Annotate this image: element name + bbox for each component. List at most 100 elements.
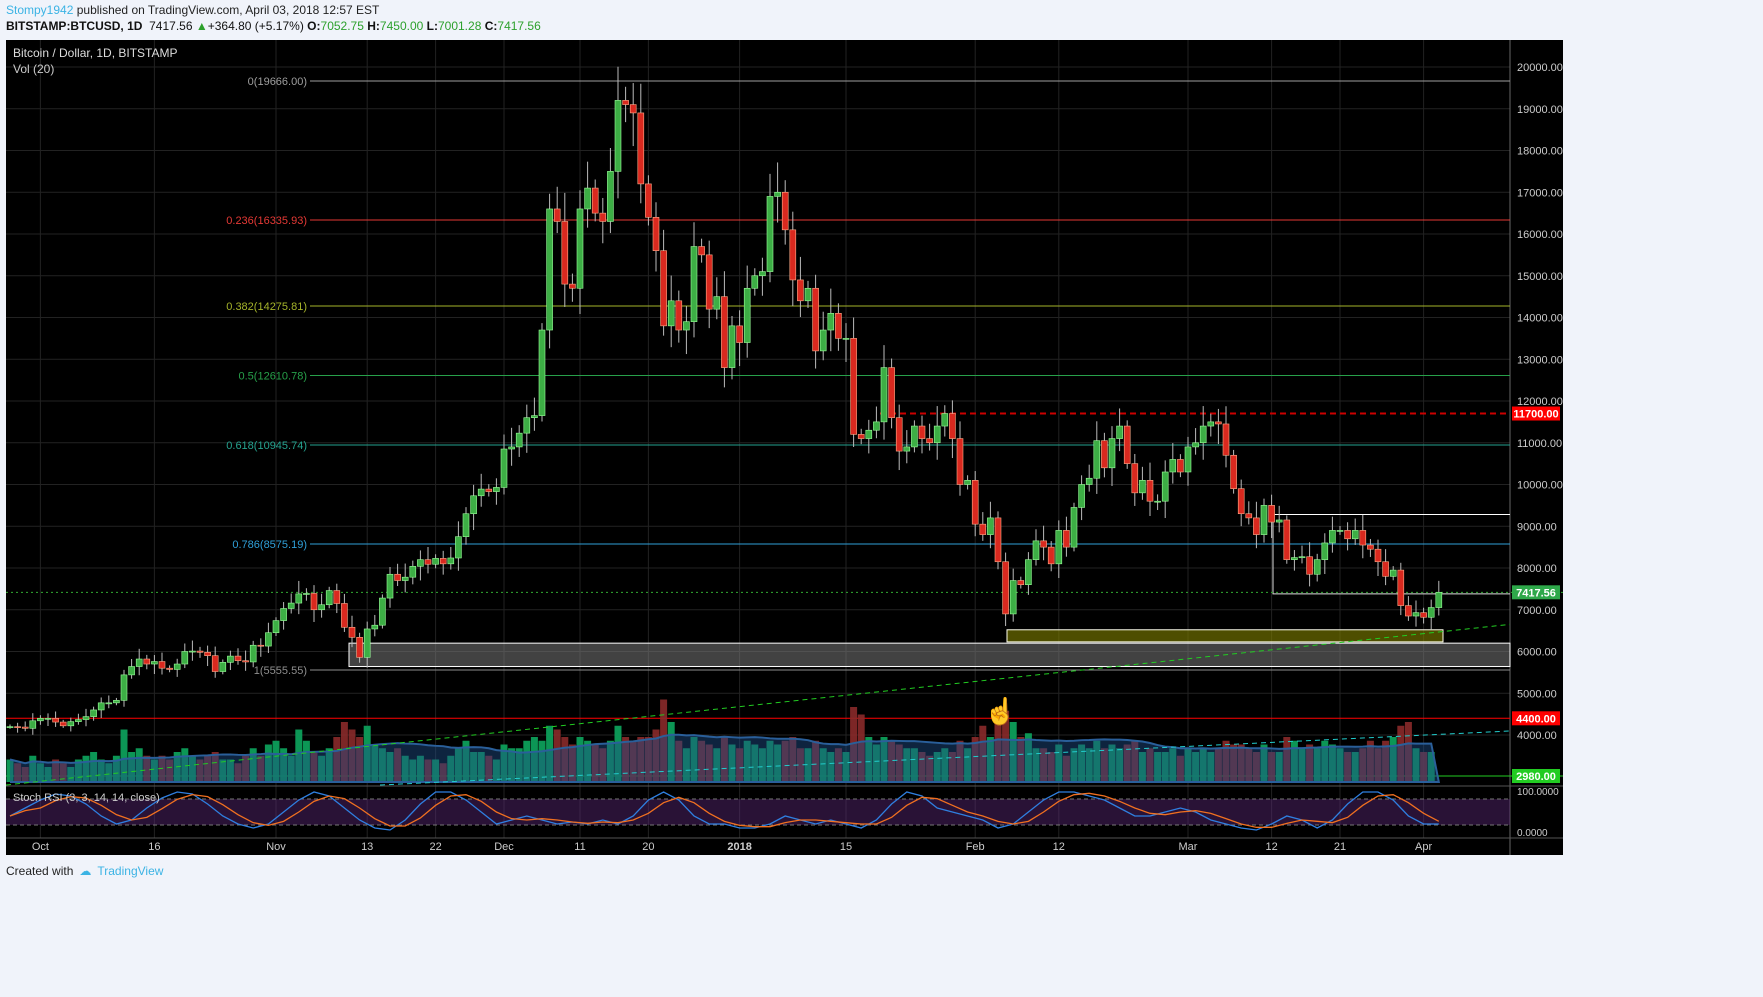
volume-bar [52,759,60,782]
stoch-k-line [9,791,1439,831]
volume-bar [766,740,774,782]
stoch-rsi-label: Stoch RSI (3, 3, 14, 14, close) [13,792,160,804]
candle [895,417,903,452]
volume-bar [424,759,432,782]
volume-bar [796,748,804,782]
x-tick-label: 22 [429,841,441,853]
volume-bar [447,755,455,782]
volume-bar [758,748,766,782]
volume-bar [1268,752,1276,782]
x-tick-label: 2018 [727,841,751,853]
candle [1230,454,1237,489]
volume-bar [128,752,136,782]
candle [584,187,591,210]
candle [211,655,219,672]
range-box [1272,514,1510,595]
candle [531,415,538,418]
volume-bar [120,729,128,782]
candle [819,329,827,352]
candle [401,576,409,581]
rsi-axis-label: 100.0000 [1517,787,1559,798]
volume-bar [964,748,972,782]
price-label: 2980.00 [1516,771,1556,783]
tradingview-link[interactable]: TradingView [97,864,164,878]
volume-bar [97,759,105,782]
candle [1131,463,1139,494]
volume-bar [242,755,250,782]
volume-bar [1078,744,1086,782]
volume-bar [1321,740,1329,782]
volume-bar [1214,748,1222,782]
volume-bar [356,737,364,782]
candle [1199,425,1207,444]
candle [1192,442,1199,448]
candle [918,425,926,439]
candle [1405,605,1412,617]
volume-bar [1252,752,1260,782]
candle [37,717,44,722]
candle [493,487,500,492]
tradingview-logo-icon: ☁ [79,864,92,878]
volume-bar [378,748,386,782]
close-value: 7417.56 [497,19,541,33]
fib-level-label: 0.5(12610.78) [239,370,308,382]
volume-bar [1116,748,1124,782]
candle [1078,484,1085,508]
created-with: Created with [6,864,74,878]
volume-bar [280,748,288,782]
volume-bar [44,767,52,782]
volume-bar [698,740,706,782]
volume-bar [219,759,227,782]
volume-bar [386,752,394,782]
candle [75,719,82,722]
volume-bar [249,748,257,782]
candle [1093,440,1101,479]
candle [265,632,272,647]
volume-bar [1290,740,1298,782]
volume-bar [394,748,402,782]
candle [1032,540,1040,560]
candle [1382,561,1389,577]
volume-bar [1154,752,1162,782]
candle [439,558,447,565]
stoch-d-line [9,792,1440,828]
x-tick-label: 11 [574,841,585,853]
price-label-badge [1512,711,1560,726]
candle [310,593,318,611]
volume-bar [842,752,850,782]
x-tick-label: Apr [1415,841,1432,853]
x-tick-label: 15 [840,841,852,853]
volume-bar [553,729,561,782]
candle [1336,530,1344,532]
candle [1040,540,1047,548]
volume-bar [6,759,14,782]
volume-bar [1055,744,1063,782]
candle [751,275,759,289]
volume-bar [196,759,204,782]
high-label: H: [367,19,380,33]
x-tick-label: 16 [148,841,160,853]
chart-pane[interactable] [6,40,1563,855]
volume-bar [409,759,417,782]
volume-bar [112,755,120,782]
author-link[interactable]: Stompy1942 [6,3,74,17]
volume-bar [789,737,797,782]
candle [629,104,637,114]
y-tick-label: 4000.00 [1517,730,1557,742]
price-label-badge [1512,406,1560,421]
volume-bar [1032,748,1040,782]
volume-bar [751,744,759,782]
volume-bar [348,729,356,782]
volume-bar [1108,744,1116,782]
candle [29,720,37,729]
candle [432,558,439,565]
candle [90,709,97,717]
candle [1298,556,1306,559]
volume-bar [14,763,22,782]
price-chart[interactable]: 20000.00 19000.00 18000.00 17000.00 16000.00… [0,0,1763,870]
y-tick-label: 13000.00 [1517,354,1563,366]
candle [386,573,394,599]
candle [926,438,933,444]
volume-bar [910,748,918,782]
y-tick-label: 9000.00 [1517,521,1557,533]
